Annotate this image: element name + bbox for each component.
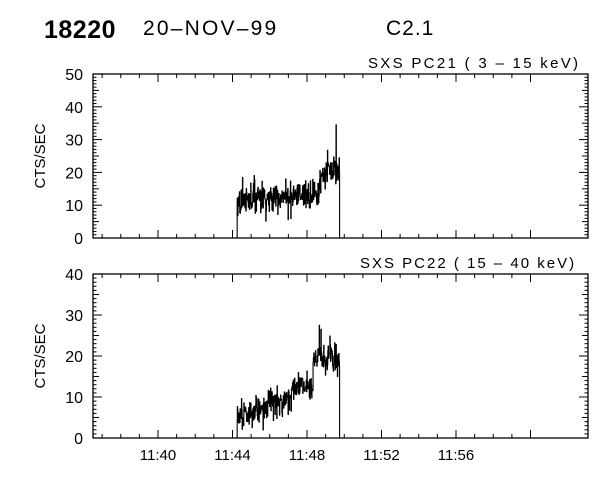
svg-text:CTS/SEC: CTS/SEC	[32, 123, 49, 188]
svg-text:40: 40	[65, 100, 83, 117]
svg-text:SXS PC22 ( 15 – 40 keV): SXS PC22 ( 15 – 40 keV)	[360, 255, 576, 272]
svg-text:C2.1: C2.1	[386, 17, 434, 40]
svg-text:0: 0	[74, 431, 83, 448]
svg-text:11:40: 11:40	[140, 447, 176, 464]
svg-text:0: 0	[74, 231, 83, 248]
svg-text:11:44: 11:44	[214, 447, 250, 464]
svg-text:30: 30	[65, 308, 83, 325]
svg-text:SXS PC21 ( 3 – 15 keV): SXS PC21 ( 3 – 15 keV)	[368, 55, 580, 72]
svg-text:10: 10	[65, 390, 83, 407]
svg-text:40: 40	[65, 267, 83, 284]
svg-text:11:52: 11:52	[363, 447, 399, 464]
svg-text:10: 10	[65, 198, 83, 215]
svg-text:20–NOV–99: 20–NOV–99	[143, 17, 278, 40]
svg-text:CTS/SEC: CTS/SEC	[32, 323, 49, 388]
svg-text:11:48: 11:48	[289, 447, 325, 464]
svg-text:30: 30	[65, 133, 83, 150]
svg-text:50: 50	[65, 67, 83, 84]
svg-text:18220: 18220	[44, 16, 116, 44]
svg-text:20: 20	[65, 349, 83, 366]
svg-text:20: 20	[65, 165, 83, 182]
svg-text:11:56: 11:56	[438, 447, 474, 464]
